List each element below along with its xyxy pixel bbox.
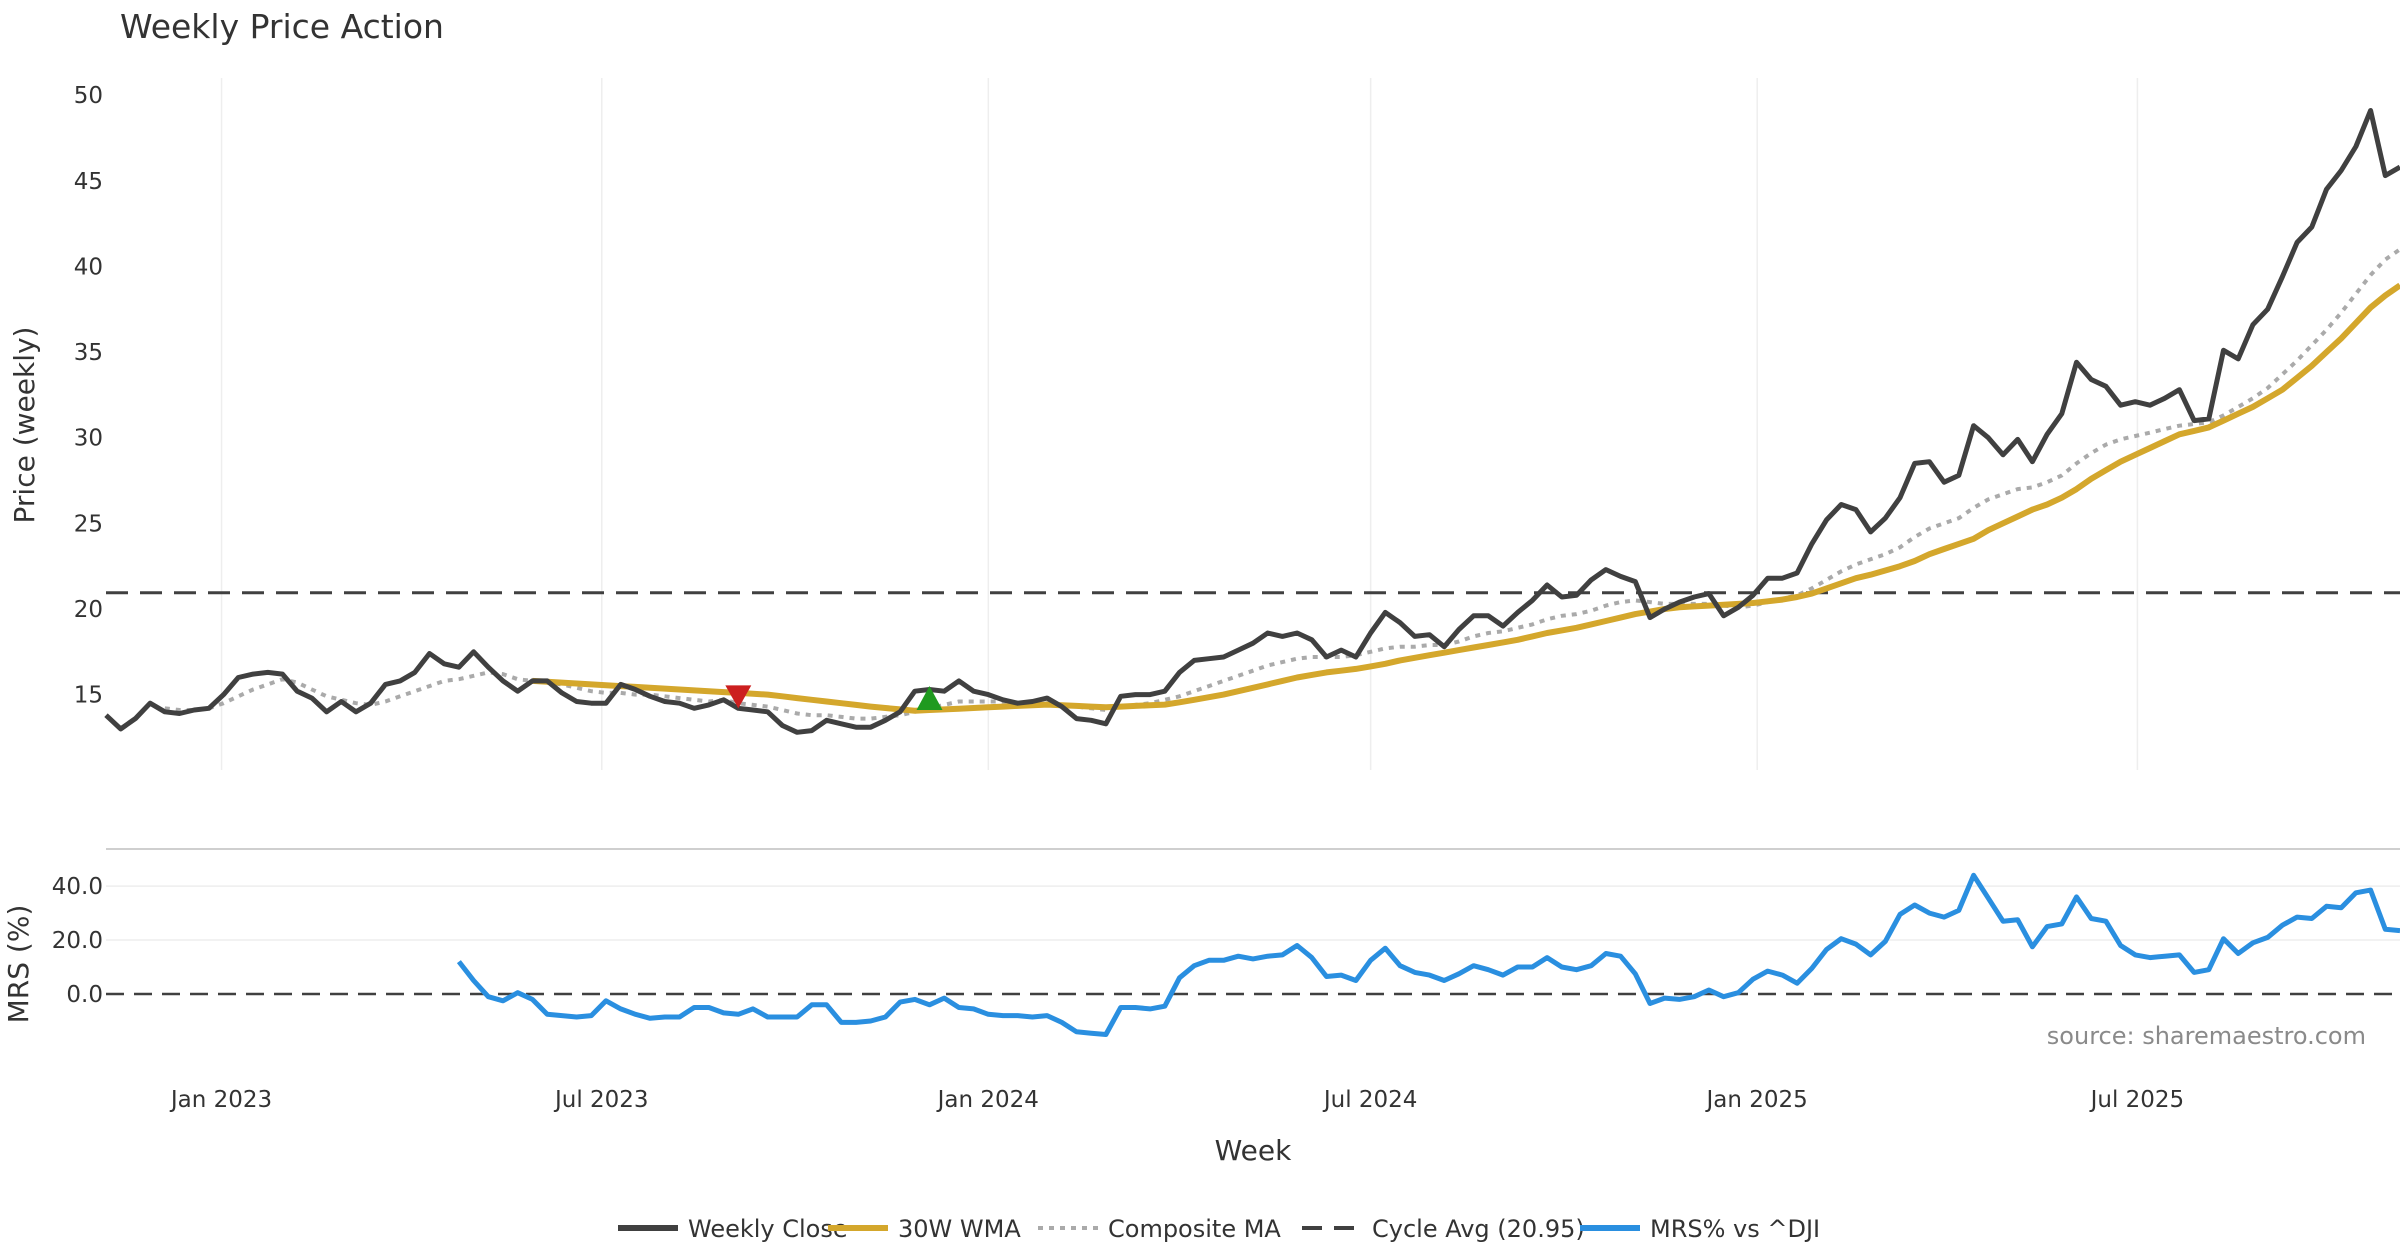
mrs-y-axis-label: MRS (%)	[2, 905, 35, 1024]
legend-item: Cycle Avg (20.95)	[1302, 1215, 1585, 1243]
legend-label: Weekly Close	[688, 1215, 848, 1243]
legend-label: MRS% vs ^DJI	[1650, 1215, 1820, 1243]
legend-item: MRS% vs ^DJI	[1580, 1215, 1820, 1243]
mrs-y-ticks: 0.0 20.0 40.0	[52, 874, 103, 1008]
x-axis-label: Week	[1215, 1134, 1292, 1167]
legend-label: Composite MA	[1108, 1215, 1281, 1243]
mrs-series-group	[456, 872, 2400, 1037]
mrs-y-tick-label: 40.0	[52, 874, 103, 900]
x-tick-label: Jul 2025	[2089, 1087, 2185, 1113]
price-y-axis-label: Price (weekly)	[8, 327, 41, 524]
legend-label: Cycle Avg (20.95)	[1372, 1215, 1585, 1243]
price-y-tick-label: 25	[74, 511, 103, 537]
x-axis-ticks: Jan 2023 Jul 2023 Jan 2024 Jul 2024 Jan 2025…	[169, 1087, 2184, 1113]
price-y-tick-label: 30	[74, 426, 103, 452]
price-y-ticks: 15 20 25 30 35 40 45 50	[74, 83, 103, 709]
sell-signal-marker	[725, 685, 752, 709]
legend-item: 30W WMA	[828, 1215, 1021, 1243]
legend: Weekly Close 30W WMA Composite MA Cycle Avg…	[618, 1215, 1820, 1243]
chart-title: Weekly Price Action	[120, 7, 444, 46]
legend-item: Weekly Close	[618, 1215, 848, 1243]
price-panel: 15 20 25 30 35 40 45 50 Price (weekly)	[8, 78, 2400, 770]
price-y-tick-label: 20	[74, 597, 103, 623]
price-series-group	[104, 108, 2400, 735]
signal-markers	[725, 685, 943, 711]
mrs-panel: 0.0 20.0 40.0 MRS (%) source: sharemaestro…	[2, 848, 2400, 1050]
mrs-gridlines	[106, 885, 2400, 941]
composite-ma-line	[164, 246, 2400, 721]
price-y-tick-label: 40	[74, 254, 103, 280]
mrs-line	[456, 872, 2400, 1037]
price-y-tick-label: 35	[74, 340, 103, 366]
source-credit: source: sharemaestro.com	[2047, 1022, 2366, 1050]
price-y-tick-label: 15	[74, 683, 103, 709]
price-gridlines	[220, 78, 2139, 770]
wma-30w-line	[532, 282, 2400, 714]
x-tick-label: Jan 2023	[169, 1087, 272, 1113]
legend-item: Composite MA	[1038, 1215, 1281, 1243]
x-tick-label: Jan 2024	[936, 1087, 1039, 1113]
legend-label: 30W WMA	[898, 1215, 1021, 1243]
mrs-y-tick-label: 20.0	[52, 928, 103, 954]
x-tick-label: Jan 2025	[1705, 1087, 1808, 1113]
mrs-y-tick-label: 0.0	[66, 982, 103, 1008]
weekly-close-line	[104, 108, 2400, 735]
price-y-tick-label: 45	[74, 169, 103, 195]
x-tick-label: Jul 2023	[553, 1087, 649, 1113]
buy-signal-marker	[916, 686, 943, 711]
x-tick-label: Jul 2024	[1322, 1087, 1418, 1113]
price-y-tick-label: 50	[74, 83, 103, 109]
